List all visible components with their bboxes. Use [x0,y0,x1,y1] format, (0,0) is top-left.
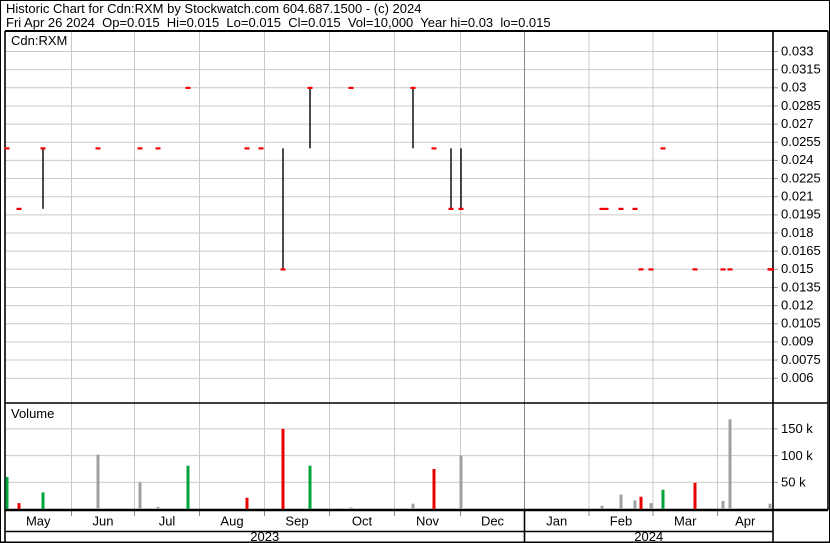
axis-labels: 0.033 0.0315 0.03 0.0285 0.027 0.0255 0.024 0.0… [26,43,821,543]
price-tick-label: 0.0255 [781,134,821,149]
volume-bar [721,500,725,509]
gridlines [5,31,778,516]
symbol-label: Cdn:RXM [11,33,67,48]
month-label: Jun [93,514,114,529]
volume-bar [186,465,190,509]
volume-bar [41,492,45,509]
last-price-axis-marker [768,268,774,271]
volume-bar [156,506,160,509]
month-label: Jul [159,514,176,529]
volume-bar [17,503,21,509]
volume-bar [138,482,142,509]
price-marks [4,86,774,271]
volume-bar [649,503,653,509]
trade-price-dash [258,147,264,150]
trade-price-dash [4,147,10,150]
trade-price-dash [458,207,464,210]
trade-price-dash [137,147,143,150]
trade-price-dash [280,268,286,271]
volume-bar [245,497,249,509]
price-tick-label: 0.024 [781,152,814,167]
month-label: Nov [416,514,440,529]
price-tick-label: 0.018 [781,225,814,240]
month-label: Apr [735,514,756,529]
trade-price-dash [632,207,638,210]
price-tick-label: 0.0195 [781,207,821,222]
price-tick-label: 0.033 [781,43,814,58]
price-tick-label: 0.03 [781,80,806,95]
trade-price-dash [618,207,624,210]
trade-price-dash [692,268,698,271]
year-label: 2024 [634,529,663,543]
trade-price-dash [307,86,313,89]
trade-price-dash [660,147,666,150]
volume-bar [728,419,732,509]
price-tick-label: 0.009 [781,334,814,349]
volume-bar [459,455,463,509]
volume-bar [411,503,415,509]
volume-bar [639,496,643,509]
price-tick-label: 0.0075 [781,352,821,367]
price-tick-label: 0.0225 [781,170,821,185]
price-tick-label: 0.006 [781,370,814,385]
price-tick-label: 0.015 [781,261,814,276]
trade-price-dash [448,207,454,210]
volume-bar [619,494,623,509]
volume-bar [693,482,697,509]
volume-bar [96,454,100,509]
volume-bar [349,507,353,509]
month-label: Sep [285,514,308,529]
trade-price-dash [40,147,46,150]
price-tick-label: 0.0165 [781,243,821,258]
volume-tick-label: 50 k [781,475,806,490]
trade-price-dash [431,147,437,150]
month-label: Aug [220,514,243,529]
quote-summary-line: Fri Apr 26 2024 Op=0.015 Hi=0.015 Lo=0.0… [6,15,551,30]
volume-bar [432,468,436,509]
trade-price-dash [244,147,250,150]
volume-bar [661,489,665,509]
volume-bar [600,505,604,509]
price-tick-label: 0.0285 [781,98,821,113]
price-tick-label: 0.0135 [781,279,821,294]
price-tick-label: 0.027 [781,116,814,131]
trade-price-dash [155,147,161,150]
price-tick-label: 0.021 [781,189,814,204]
volume-pane-label: Volume [11,406,54,421]
volume-bars [5,419,772,509]
month-label: Dec [481,514,505,529]
volume-tick-label: 150 k [781,421,813,436]
volume-tick-label: 100 k [781,448,813,463]
trade-price-dash [720,268,726,271]
trade-price-dash [410,86,416,89]
trade-price-dash [348,86,354,89]
price-tick-label: 0.012 [781,297,814,312]
month-label: May [26,514,51,529]
trade-price-dash [16,207,22,210]
month-label: Mar [674,514,697,529]
year-label: 2023 [250,529,279,543]
price-tick-label: 0.0105 [781,316,821,331]
volume-bar [768,503,772,509]
month-label: Jan [546,514,567,529]
trade-price-dash [603,207,609,210]
trade-price-dash [648,268,654,271]
volume-bar [633,500,637,509]
trade-price-dash [727,268,733,271]
trade-price-dash [599,207,605,210]
volume-bar [281,428,285,509]
chart-title-line: Historic Chart for Cdn:RXM by Stockwatch… [6,1,422,16]
volume-bar [5,476,9,509]
trade-price-dash [638,268,644,271]
trade-price-dash [185,86,191,89]
chart-frame [1,30,829,542]
month-label: Oct [352,514,373,529]
price-tick-label: 0.0315 [781,61,821,76]
volume-bar [308,465,312,509]
month-label: Feb [610,514,632,529]
trade-price-dash [95,147,101,150]
